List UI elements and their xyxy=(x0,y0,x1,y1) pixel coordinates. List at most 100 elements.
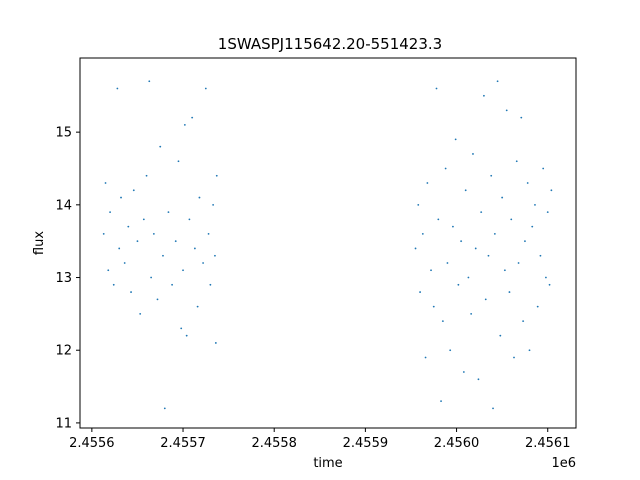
data-point xyxy=(460,240,463,243)
data-point xyxy=(444,167,447,170)
data-point xyxy=(487,254,490,257)
data-points xyxy=(102,80,553,410)
data-point xyxy=(162,254,164,257)
data-point xyxy=(107,269,110,272)
data-point xyxy=(207,233,210,235)
data-point xyxy=(112,283,115,286)
x-axis-offset-label: 1e6 xyxy=(551,456,576,471)
y-axis: 11 12 13 14 15 xyxy=(55,126,80,431)
data-point xyxy=(550,189,553,192)
data-point xyxy=(136,240,139,243)
data-point xyxy=(171,283,173,286)
data-point xyxy=(180,327,183,330)
data-point xyxy=(505,109,508,112)
x-tick-label: 2.4560 xyxy=(434,436,480,451)
y-tick-label: 14 xyxy=(55,198,72,213)
y-tick-label: 15 xyxy=(55,126,72,141)
data-point xyxy=(139,312,142,315)
data-point xyxy=(419,291,421,293)
data-point xyxy=(174,240,177,243)
data-point xyxy=(437,218,440,221)
data-point xyxy=(142,218,145,221)
data-point xyxy=(177,160,180,163)
data-point xyxy=(539,254,542,257)
data-point xyxy=(145,174,148,177)
data-point xyxy=(449,349,452,352)
data-point xyxy=(464,189,467,192)
data-point xyxy=(548,283,551,286)
data-point xyxy=(127,225,130,228)
data-point xyxy=(493,233,496,235)
data-point xyxy=(188,218,191,221)
data-point xyxy=(120,196,122,199)
data-point xyxy=(441,320,444,323)
data-point xyxy=(440,400,442,402)
data-point xyxy=(209,283,212,286)
data-point xyxy=(159,145,162,148)
data-point xyxy=(196,305,199,308)
data-point xyxy=(546,211,549,214)
x-axis-title: time xyxy=(313,456,342,471)
data-point xyxy=(414,247,417,250)
data-point xyxy=(517,262,520,264)
data-point xyxy=(524,240,526,243)
data-point xyxy=(480,211,483,214)
data-point xyxy=(183,123,186,126)
x-tick-label: 2.4561 xyxy=(525,436,571,451)
data-point xyxy=(467,276,470,279)
data-point xyxy=(109,211,111,214)
data-point xyxy=(542,167,545,170)
data-point xyxy=(531,225,534,228)
data-point xyxy=(214,342,217,344)
data-point xyxy=(520,116,523,119)
data-point xyxy=(503,269,506,272)
data-point xyxy=(492,407,494,410)
data-point xyxy=(528,349,531,352)
data-point xyxy=(513,356,515,359)
x-tick-label: 2.4556 xyxy=(69,436,115,451)
data-point xyxy=(212,203,215,206)
data-point xyxy=(536,305,539,308)
x-tick-label: 2.4558 xyxy=(251,436,297,451)
data-point xyxy=(474,247,477,250)
data-point xyxy=(156,298,159,301)
data-point xyxy=(130,291,132,293)
data-point xyxy=(424,356,427,359)
data-point xyxy=(430,269,432,272)
y-tick-label: 11 xyxy=(55,416,72,431)
data-point xyxy=(163,407,166,410)
data-point xyxy=(193,247,196,250)
data-point xyxy=(104,182,107,184)
data-point xyxy=(510,218,513,221)
data-point xyxy=(152,233,155,235)
data-point xyxy=(435,87,438,90)
data-point xyxy=(452,225,454,228)
data-point xyxy=(522,320,525,323)
data-point xyxy=(432,305,435,308)
data-point xyxy=(185,334,188,337)
x-tick-label: 2.4559 xyxy=(343,436,389,451)
y-tick-label: 12 xyxy=(55,344,72,359)
data-point xyxy=(204,87,207,90)
data-point xyxy=(534,203,536,206)
data-point xyxy=(123,262,126,264)
data-point xyxy=(477,378,480,381)
data-point xyxy=(501,196,504,199)
data-point xyxy=(102,233,105,235)
data-point xyxy=(191,116,194,119)
data-point xyxy=(198,196,201,199)
data-point xyxy=(202,262,204,264)
data-point xyxy=(150,276,153,279)
data-point xyxy=(116,87,119,90)
data-point xyxy=(515,160,518,163)
data-point xyxy=(484,298,487,301)
y-axis-title: flux xyxy=(32,231,47,255)
y-tick-label: 13 xyxy=(55,271,72,286)
data-point xyxy=(215,174,218,177)
data-point xyxy=(167,211,170,214)
data-point xyxy=(426,182,429,184)
data-point xyxy=(526,182,529,184)
data-point xyxy=(417,203,420,206)
